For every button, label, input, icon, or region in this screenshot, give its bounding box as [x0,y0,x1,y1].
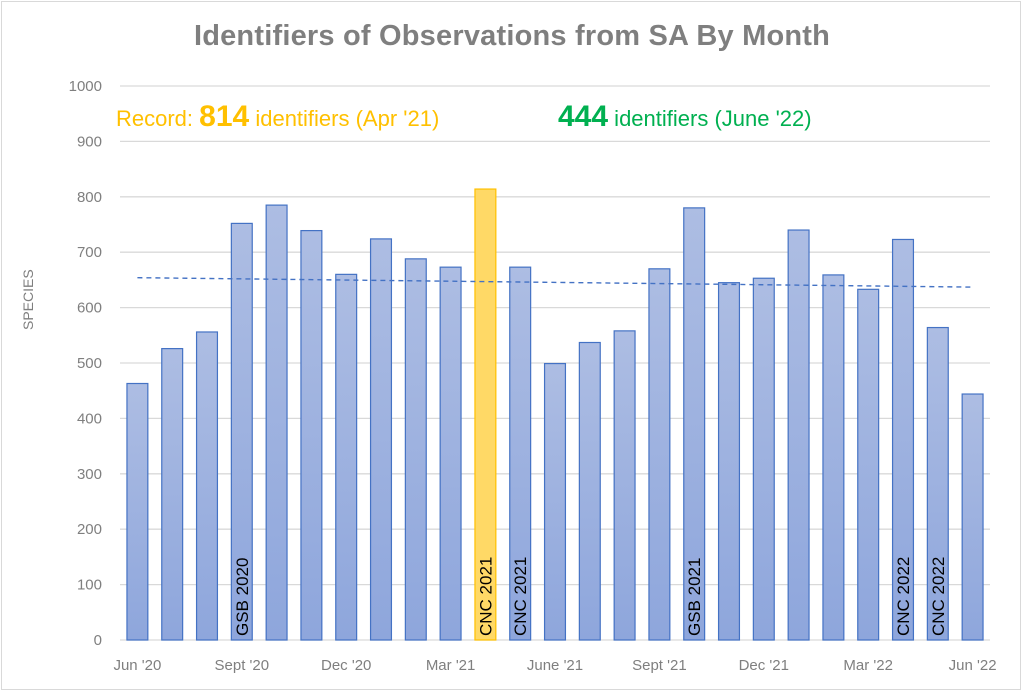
bar [961,393,984,641]
bar [717,282,741,641]
bar [543,362,567,641]
bar [300,229,323,641]
bar [752,277,775,641]
record-suffix: identifiers (Apr '21) [249,106,440,131]
x-tick-label: Mar '22 [843,657,893,674]
bar [126,382,149,641]
y-tick-label: 400 [77,410,102,427]
record-prefix: Record: [116,106,200,131]
event-label: CNC 2021 [511,557,530,636]
y-tick-label: 900 [77,133,102,150]
y-tick-label: 0 [94,632,102,649]
bar [230,222,253,641]
y-tick-label: 200 [77,521,102,538]
chart-title: Identifiers of Observations from SA By M… [193,20,831,52]
x-tick-label: Sept '20 [215,657,270,674]
event-label: CNC 2022 [894,557,913,636]
current-value: 444 [558,100,609,133]
x-tick-label: Mar '21 [426,657,476,674]
y-tick-label: 500 [77,355,102,372]
record-value: 814 [199,100,250,133]
trendline [137,276,973,288]
y-tick-label: 800 [77,189,102,206]
bar [509,266,532,641]
x-tick-label: Jun '22 [949,657,997,674]
x-tick-label: June '21 [527,657,583,674]
x-tick-label: Dec '20 [321,657,371,674]
x-tick-label: Dec '21 [739,657,789,674]
bar-highlight [474,188,497,641]
event-label: CNC 2022 [929,557,948,636]
x-tick-label: Sept '21 [632,657,687,674]
y-tick-label: 300 [77,466,102,483]
bar [335,273,358,641]
bar [683,207,706,641]
bar [578,341,601,641]
y-tick-label: 100 [77,577,102,594]
bar [195,331,219,641]
event-label: GSB 2020 [233,558,252,636]
y-tick-label: 600 [77,300,102,317]
x-tick-label: Jun '20 [113,657,161,674]
bar [857,288,880,641]
event-label: GSB 2021 [685,558,704,636]
y-tick-label: 700 [77,244,102,261]
bar [613,330,636,641]
bar [161,347,184,641]
bar [822,274,845,641]
bar [404,258,427,641]
bar [265,204,288,641]
bar [369,238,393,641]
current-suffix: identifiers (June '22) [608,106,812,131]
record-annotation: Record: 814 identifiers (Apr '21) [116,100,439,134]
bar [926,326,949,641]
event-label: CNC 2021 [476,557,495,636]
bar [787,229,810,641]
y-tick-label: 1000 [69,78,102,95]
current-annotation: 444 identifiers (June '22) [558,100,812,134]
bar [648,268,671,641]
bar [891,238,915,641]
bar [439,266,462,641]
